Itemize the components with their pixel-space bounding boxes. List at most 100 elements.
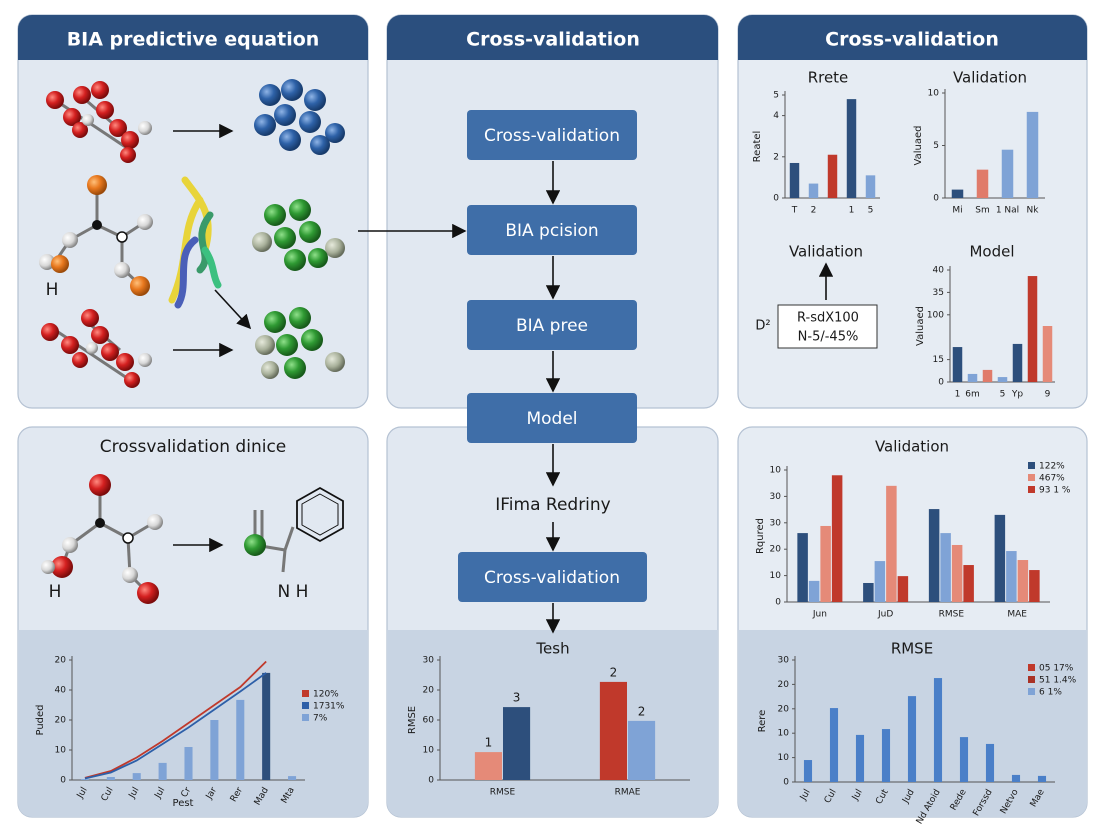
y-tick-label: 0: [783, 778, 789, 788]
y-tick-label: 30: [770, 492, 782, 502]
x-tick-label: MAE: [1007, 610, 1027, 620]
bar: [886, 485, 897, 602]
bar: [158, 762, 167, 780]
bar: [262, 672, 271, 780]
data-label: 1: [485, 736, 493, 750]
formula: R-sdX100: [797, 311, 859, 326]
legend-swatch: [1028, 664, 1035, 671]
y-tick-label: 0: [775, 598, 781, 608]
bar: [1017, 560, 1029, 602]
bar: [1037, 775, 1047, 782]
x-tick-label: Yp: [1011, 390, 1023, 400]
bar: [184, 747, 193, 780]
band: [387, 630, 718, 817]
x-tick-label: Jun: [812, 610, 827, 620]
flow: [458, 110, 647, 634]
chart-title: Validation: [875, 438, 949, 456]
x-tick-label: 2: [811, 206, 817, 216]
y-tick-label: 100: [927, 310, 944, 320]
chart-title: Model: [969, 243, 1014, 261]
y-tick-label: 10: [770, 466, 782, 476]
y-tick-label: 10: [55, 746, 67, 756]
bar: [976, 169, 989, 198]
legend-swatch: [1028, 474, 1035, 481]
data-label: 3: [513, 691, 521, 705]
atom-label: H: [46, 280, 59, 300]
flow-step: [467, 110, 637, 160]
y-tick-label: 0: [60, 776, 66, 786]
legend-label: 467%: [1039, 474, 1065, 484]
bar: [236, 699, 245, 780]
flow-label: IFima Redriny: [495, 495, 611, 515]
bar: [820, 525, 831, 602]
y-tick-label: 20: [55, 716, 67, 726]
legend-label: 51 1.4%: [1039, 676, 1077, 686]
bar: [1001, 149, 1014, 198]
atom-label: H: [49, 582, 62, 602]
formula-box: [777, 304, 878, 349]
bar: [881, 729, 891, 782]
chart-title: RMSE: [891, 640, 933, 658]
y-tick-label: 20: [55, 656, 67, 666]
bar: [1011, 774, 1021, 782]
bar: [959, 737, 969, 782]
y-tick-label: 2: [773, 152, 779, 162]
bar: [1027, 276, 1038, 382]
flow-label: Cross-validation: [484, 126, 620, 146]
bar: [863, 582, 874, 602]
bar: [997, 377, 1008, 382]
data-label: 2: [610, 665, 618, 679]
y-tick-label: 30: [423, 656, 435, 666]
bar: [599, 681, 627, 780]
y-tick-label: 0: [933, 194, 939, 204]
headers: [18, 15, 1087, 60]
y-axis-label: Rqured: [755, 518, 766, 554]
x-tick-label: Cr: [180, 785, 194, 799]
y-axis-label: Rere: [757, 710, 768, 733]
bar: [831, 475, 843, 602]
legend-label: 120%: [313, 690, 339, 700]
legend-swatch: [302, 702, 309, 709]
y-tick-label: 20: [778, 704, 790, 714]
header-title: BIA predictive equation: [67, 29, 320, 51]
bar: [132, 773, 141, 780]
header-band: [738, 15, 1087, 60]
header-title: Cross-validation: [825, 29, 999, 51]
bar: [846, 99, 857, 198]
bar: [940, 533, 951, 602]
atom-label: N H: [278, 582, 309, 602]
y-axis-label: Valuaed: [913, 126, 924, 166]
y-tick-label: 20: [423, 686, 435, 696]
x-tick-label: 1 Nal: [996, 206, 1019, 216]
legend-swatch: [1028, 676, 1035, 683]
y-tick-label: 20: [778, 680, 790, 690]
flow-step: [458, 552, 647, 602]
flow-label: Cross-validation: [484, 568, 620, 588]
x-tick-label: 6m: [965, 390, 980, 400]
bar: [951, 544, 963, 602]
molecules: [39, 79, 467, 388]
molecule: [41, 474, 344, 604]
x-tick-label: JuD: [877, 610, 893, 620]
flow-label: BIA pcision: [505, 221, 598, 241]
y-tick-label: 20: [770, 545, 782, 555]
y-tick-label: 10: [770, 571, 782, 581]
y-tick-label: 30: [778, 656, 790, 666]
panel-title: Crossvalidation dinice: [100, 437, 287, 457]
legend-label: 6 1%: [1039, 688, 1062, 698]
bar: [982, 369, 993, 382]
bar: [803, 760, 813, 782]
bar: [1006, 551, 1017, 602]
bar: [288, 776, 297, 780]
bar: [933, 678, 943, 782]
note-label: Validation: [789, 243, 863, 261]
bar: [865, 175, 876, 198]
legend-label: 7%: [313, 714, 328, 724]
legend-label: 93 1 %: [1039, 486, 1071, 496]
x-tick-label: Mi: [952, 206, 962, 216]
bar: [797, 533, 808, 602]
flow-label: Model: [526, 409, 577, 429]
bar: [1042, 326, 1053, 382]
legend-label: 05 17%: [1039, 664, 1074, 674]
